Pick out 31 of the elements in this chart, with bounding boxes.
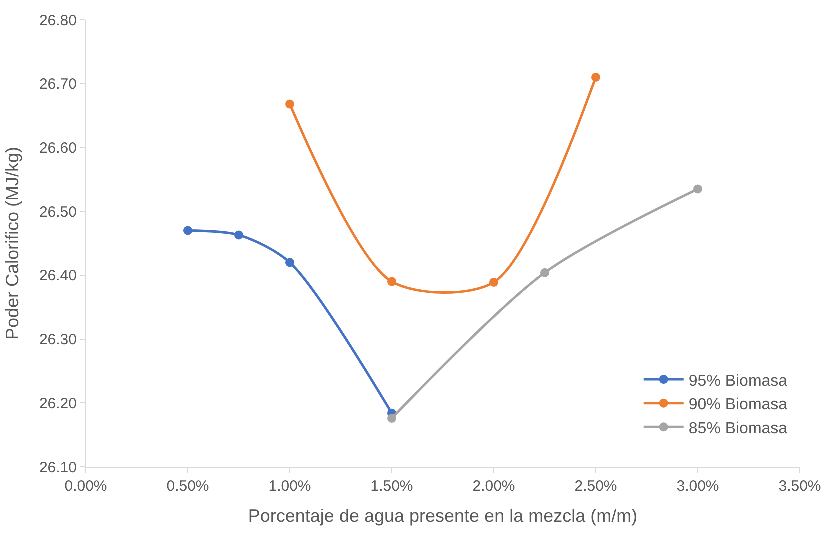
legend-label: 95% Biomasa xyxy=(688,372,788,390)
x-tick-label: 0.50% xyxy=(166,478,210,495)
y-tick-label: 26.60 xyxy=(39,140,77,157)
y-tick-label: 26.40 xyxy=(39,268,77,285)
x-tick-label: 3.50% xyxy=(778,478,822,495)
x-tick-label: 0.00% xyxy=(64,478,108,495)
y-tick-label: 26.80 xyxy=(39,12,77,30)
y-tick-label: 26.30 xyxy=(39,332,77,349)
x-tick-label: 1.50% xyxy=(370,478,414,495)
point xyxy=(592,72,600,82)
y-tick-label: 26.10 xyxy=(39,459,77,476)
point xyxy=(184,226,192,236)
x-axis-title: Porcentaje de agua presente en la mezcla (m/m) xyxy=(248,506,638,526)
x-tick-label: 2.00% xyxy=(472,478,516,495)
point xyxy=(540,268,550,278)
point xyxy=(694,184,702,194)
x-tick-label: 2.50% xyxy=(574,478,618,495)
x-tick-label: 3.00% xyxy=(676,478,720,495)
y-tick-label: 26.50 xyxy=(39,204,77,221)
point xyxy=(286,100,294,109)
x-tick-label: 1.00% xyxy=(268,478,312,495)
point xyxy=(286,258,294,268)
y-axis-title: Poder Calorifico (MJ/kg) xyxy=(2,146,23,340)
legend-label: 85% Biomasa xyxy=(688,420,788,438)
y-tick-label: 26.20 xyxy=(39,395,77,412)
point xyxy=(388,277,396,286)
point xyxy=(490,278,498,287)
y-tick-label: 26.70 xyxy=(39,76,77,94)
legend-label: 90% Biomasa xyxy=(688,396,788,414)
point xyxy=(234,230,244,240)
point xyxy=(388,414,396,423)
